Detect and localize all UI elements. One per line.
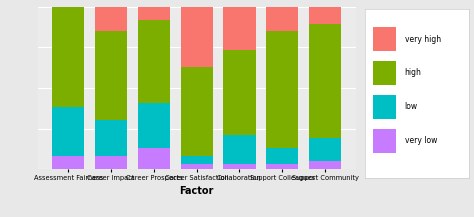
Text: high: high xyxy=(405,69,421,77)
Bar xyxy=(223,51,255,135)
Bar xyxy=(52,7,84,107)
Bar xyxy=(309,24,341,138)
Bar xyxy=(181,164,213,169)
Bar xyxy=(266,31,298,148)
Bar xyxy=(138,148,170,169)
FancyBboxPatch shape xyxy=(374,61,396,85)
Text: very low: very low xyxy=(405,136,437,145)
Bar xyxy=(138,103,170,148)
FancyBboxPatch shape xyxy=(374,129,396,153)
Bar xyxy=(223,164,255,169)
Bar xyxy=(309,7,341,25)
Bar xyxy=(95,120,127,156)
FancyBboxPatch shape xyxy=(374,95,396,119)
Bar xyxy=(138,20,170,103)
Bar xyxy=(266,148,298,164)
Bar xyxy=(181,7,213,67)
Bar xyxy=(138,7,170,20)
Bar xyxy=(95,156,127,169)
FancyBboxPatch shape xyxy=(374,27,396,51)
Bar xyxy=(181,67,213,156)
Bar xyxy=(223,135,255,164)
Bar xyxy=(52,107,84,156)
Bar xyxy=(266,164,298,169)
Bar xyxy=(309,138,341,161)
Bar xyxy=(52,156,84,169)
Bar xyxy=(309,161,341,169)
Bar xyxy=(95,7,127,31)
Text: low: low xyxy=(405,102,418,111)
Text: very high: very high xyxy=(405,35,441,44)
X-axis label: Factor: Factor xyxy=(180,186,214,196)
Bar xyxy=(181,156,213,164)
Bar xyxy=(95,31,127,120)
Bar xyxy=(266,7,298,31)
Bar xyxy=(223,7,255,51)
